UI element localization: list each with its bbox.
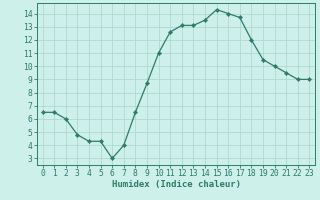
X-axis label: Humidex (Indice chaleur): Humidex (Indice chaleur)	[111, 180, 241, 189]
